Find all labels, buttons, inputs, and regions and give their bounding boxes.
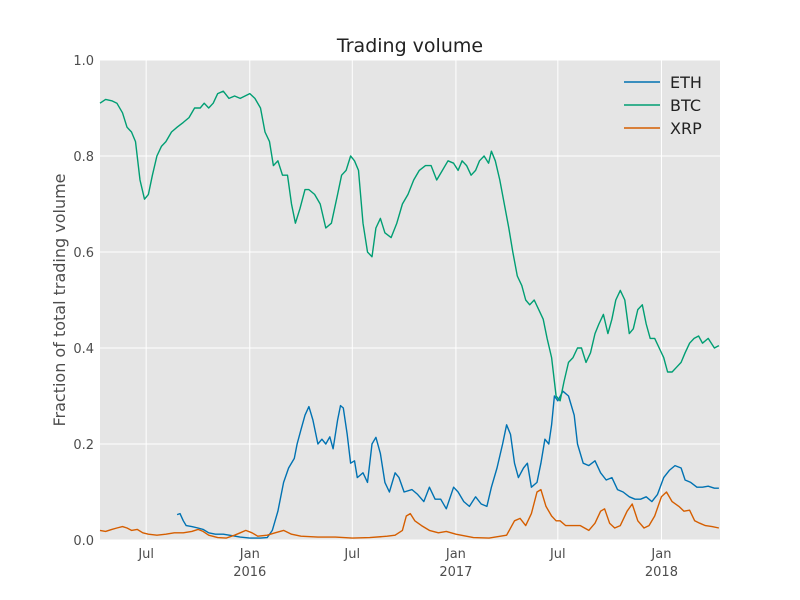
y-tick-label: 0.4 — [73, 342, 94, 357]
y-tick-label: 0.6 — [73, 246, 94, 261]
series-line-xrp — [99, 488, 720, 539]
series-line-btc — [99, 90, 720, 402]
y-tick-label: 0.2 — [73, 438, 94, 453]
legend: ETH BTC XRP — [624, 73, 702, 138]
series-line-eth — [176, 390, 719, 539]
series-layer — [99, 90, 720, 539]
legend-label-eth: ETH — [670, 73, 702, 92]
chart-title: Trading volume — [336, 35, 483, 57]
legend-label-xrp: XRP — [670, 119, 702, 138]
x-tick-year-label: 2016 — [233, 565, 266, 580]
legend-label-btc: BTC — [670, 96, 701, 115]
x-tick-label: Jul — [343, 547, 360, 562]
plot-area — [100, 60, 720, 540]
y-axis-label: Fraction of total trading volume — [50, 173, 69, 426]
y-axis: 0.0 0.2 0.4 0.6 0.8 1.0 — [73, 54, 94, 549]
x-tick-label: Jul — [137, 547, 154, 562]
x-tick-label: Jan — [650, 547, 671, 562]
x-tick-label: Jan — [239, 547, 260, 562]
x-tick-label: Jul — [549, 547, 566, 562]
y-tick-label: 1.0 — [73, 54, 94, 69]
x-tick-year-label: 2017 — [439, 565, 472, 580]
x-axis: Jul Jan 2016 Jul Jan 2017 Jul Jan 2018 — [137, 547, 678, 580]
y-tick-label: 0.8 — [73, 150, 94, 165]
x-tick-year-label: 2018 — [645, 565, 678, 580]
grid-lines — [100, 59, 720, 541]
x-tick-label: Jan — [445, 547, 466, 562]
y-tick-label: 0.0 — [73, 534, 94, 549]
